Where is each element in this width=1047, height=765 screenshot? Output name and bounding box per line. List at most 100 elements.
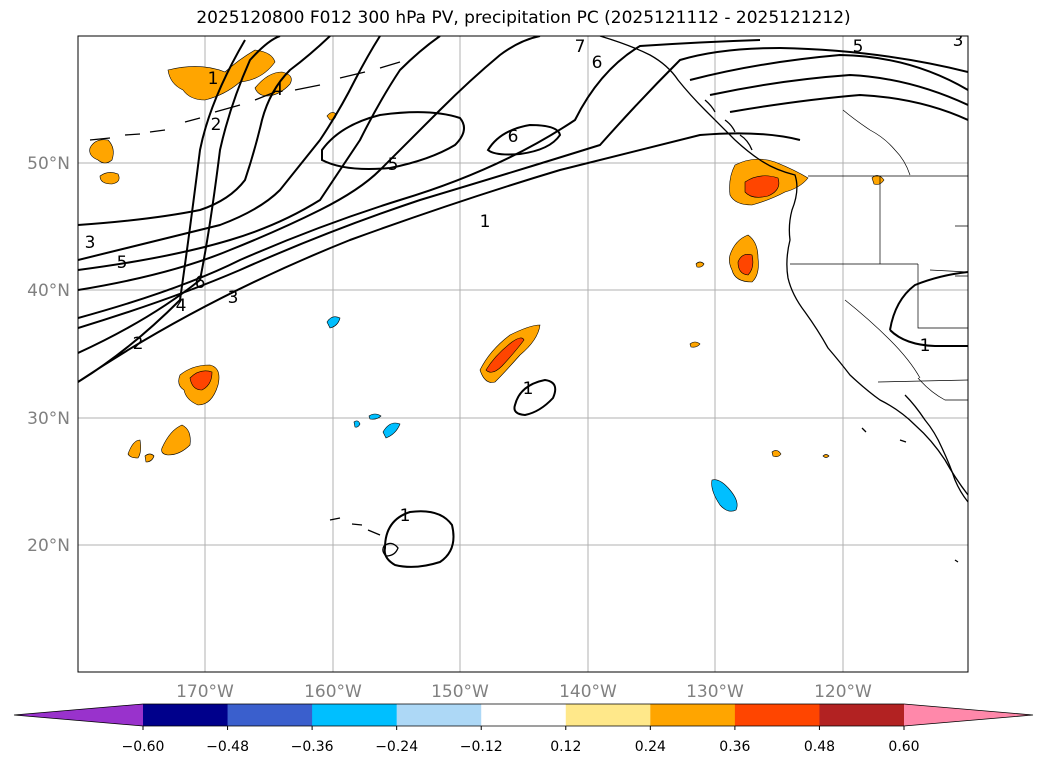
contour-label: 6 xyxy=(508,127,519,147)
contour-pv-1-east xyxy=(889,271,968,347)
contour-label: 1 xyxy=(523,379,534,399)
colorbar-swatch xyxy=(227,704,313,726)
precip-neg-4 xyxy=(353,420,361,428)
contour-label: 6 xyxy=(195,273,206,293)
lon-tick-label: 120°W xyxy=(814,682,872,702)
colorbar-tick-label: 0.60 xyxy=(888,739,919,755)
lon-tick-label: 170°W xyxy=(176,682,234,702)
colorbar-tick-label: −0.24 xyxy=(375,739,418,755)
precip-patch-dot2 xyxy=(689,341,701,348)
contour-pv-5-closed xyxy=(321,111,465,170)
baja-coast xyxy=(904,394,968,503)
precip-patch-175w xyxy=(144,453,155,463)
lat-tick-label: 20°N xyxy=(27,536,70,556)
lat-tick-label: 30°N xyxy=(27,409,70,429)
na-west-coast xyxy=(759,159,968,496)
contour-pv-6-closed xyxy=(486,123,562,156)
alaska-coast xyxy=(599,36,761,161)
colorbar-tick-label: 0.24 xyxy=(635,739,666,755)
precip-patch-dot4 xyxy=(822,454,830,458)
colorbar-tick-label: −0.60 xyxy=(122,739,165,755)
contour-pv-right3 xyxy=(729,93,968,121)
lon-tick-labels: 170°W 160°W 150°W 140°W 130°W 120°W xyxy=(176,682,872,702)
contour-label: 5 xyxy=(388,155,399,175)
colorbar-swatch xyxy=(396,704,482,726)
colorbar-swatch xyxy=(312,704,398,726)
colorbar-tick-label: 0.36 xyxy=(719,739,750,755)
contour-pv-right5 xyxy=(689,53,968,91)
contour-label: 1 xyxy=(208,69,219,89)
colorbar-swatch xyxy=(481,704,567,726)
hawaii-coast xyxy=(329,517,399,557)
contour-pv-x1 xyxy=(78,36,381,261)
colorbar-swatch xyxy=(819,704,905,726)
contour-label: 7 xyxy=(575,37,586,57)
colorbar-extend-high xyxy=(904,704,1033,726)
contour-pv-x2 xyxy=(78,36,331,226)
contour-label: 3 xyxy=(228,288,239,308)
lon-tick-label: 140°W xyxy=(559,682,617,702)
contour-pv-1-small xyxy=(513,378,557,417)
contour-pv-6 xyxy=(78,36,541,291)
lat-tick-label: 50°N xyxy=(27,154,70,174)
precip-patch-176w xyxy=(127,439,141,459)
colorbar-tick-label: −0.48 xyxy=(206,739,249,755)
map-frame xyxy=(77,35,969,673)
pv-contours xyxy=(78,36,968,568)
precip-patch-dot5 xyxy=(871,175,885,185)
precip-core-146w xyxy=(485,337,525,373)
colorbar-tick-label: 0.12 xyxy=(550,739,581,755)
bc-islands xyxy=(704,99,753,151)
precip-patch-dot3 xyxy=(771,450,782,457)
colorbar-swatch xyxy=(734,704,820,726)
precip-core-ore xyxy=(737,254,754,276)
contour-label: 1 xyxy=(400,506,411,526)
coastlines xyxy=(89,36,968,563)
map-plot-area: 1 4 2 3 5 6 4 2 5 6 1 7 6 5 3 1 1 1 3 xyxy=(78,31,968,672)
precip-patch-173w xyxy=(161,424,191,456)
contour-label: 4 xyxy=(176,296,187,316)
precip-patch-west2 xyxy=(99,172,120,185)
map-title: 2025120800 F012 300 hPa PV, precipitatio… xyxy=(196,8,851,28)
aleutians-coast xyxy=(89,61,401,141)
contour-label: 3 xyxy=(85,233,96,253)
lon-tick-label: 160°W xyxy=(304,682,362,702)
contour-label: 4 xyxy=(273,80,284,100)
colorbar-tick-label: −0.36 xyxy=(291,739,334,755)
lon-tick-label: 130°W xyxy=(686,682,744,702)
lat-tick-label: 40°N xyxy=(27,281,70,301)
precip-neg-2 xyxy=(368,413,382,420)
colorbar-tick-label: 0.48 xyxy=(804,739,835,755)
contour-pv-right4 xyxy=(709,73,968,106)
contour-label: 3 xyxy=(953,31,964,51)
gridlines xyxy=(78,36,968,672)
precip-neg-1 xyxy=(326,316,341,329)
contour-pv-3 xyxy=(78,46,968,329)
precip-core-pnw xyxy=(744,175,780,198)
contour-labels: 1 4 2 3 5 6 4 2 5 6 1 7 6 5 3 1 1 1 3 xyxy=(85,31,964,526)
colorbar-extend-low xyxy=(14,704,143,726)
contour-label: 1 xyxy=(920,336,931,356)
precip-neg-5 xyxy=(711,479,738,512)
contour-pv-2 xyxy=(78,36,281,354)
lon-tick-label: 150°W xyxy=(431,682,489,702)
contour-pv-1-hawaii xyxy=(383,510,455,568)
colorbar-swatch xyxy=(565,704,651,726)
colorbar-tick-label: −0.12 xyxy=(460,739,503,755)
precip-patch-west1 xyxy=(89,139,114,164)
political-borders xyxy=(790,109,968,401)
contour-label: 2 xyxy=(211,115,222,135)
contour-label: 1 xyxy=(480,212,491,232)
contour-pv-4 xyxy=(78,39,761,319)
precip-core-171w xyxy=(189,370,213,391)
colorbar: −0.60 −0.48 −0.36 −0.24 −0.12 0.12 0.24 0.36 0.4… xyxy=(13,703,1034,755)
channel-islands xyxy=(861,427,959,563)
lat-tick-labels: 50°N 40°N 30°N 20°N xyxy=(27,154,70,556)
colorbar-swatch xyxy=(143,704,229,726)
contour-label: 2 xyxy=(133,334,144,354)
contour-label: 6 xyxy=(592,53,603,73)
contour-pv-5 xyxy=(78,36,441,271)
colorbar-swatch xyxy=(650,704,736,726)
contour-label: 5 xyxy=(853,37,864,57)
